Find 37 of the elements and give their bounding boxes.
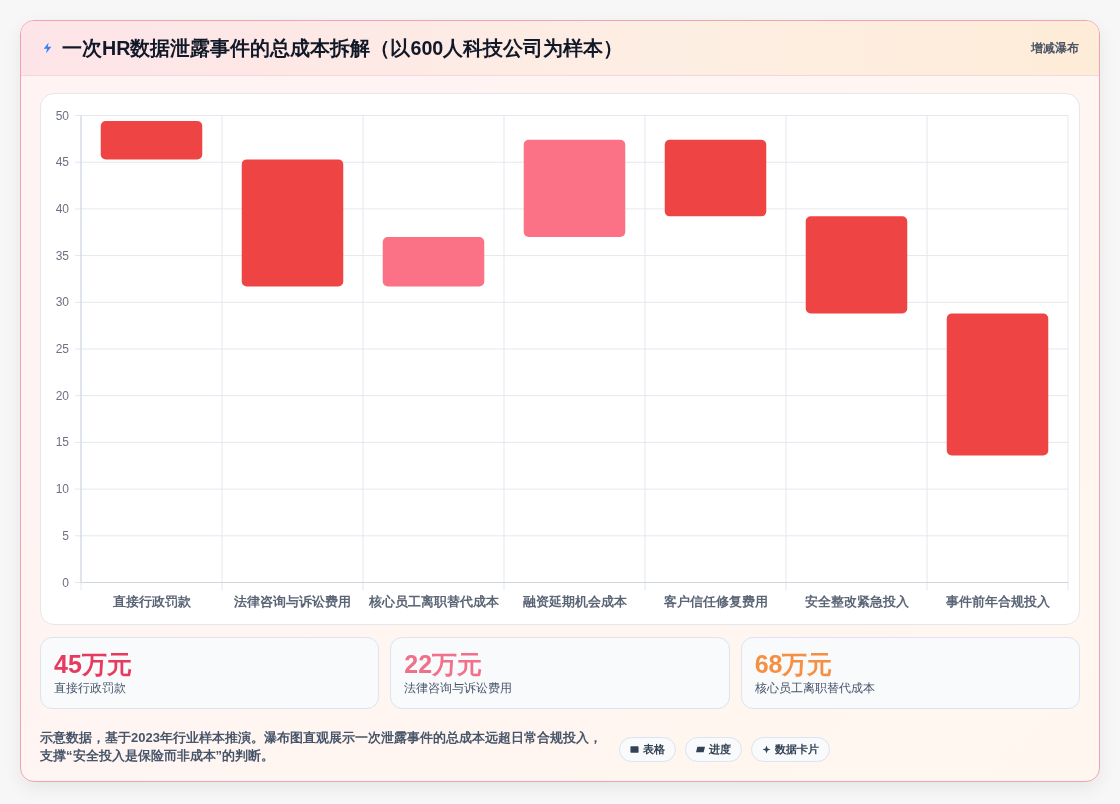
- text: 22万元: [404, 650, 483, 678]
- y-tick-label: 20: [55, 388, 70, 403]
- bar: [805, 216, 908, 314]
- category-label: 法律咨询与诉讼费用: [404, 681, 514, 696]
- y-tick-label: 15: [55, 435, 70, 450]
- y-tick-label: 5: [62, 528, 70, 543]
- y-tick-label: 35: [55, 248, 70, 263]
- text: 进度: [709, 742, 731, 757]
- x-tick-label: 客户信任修复费用: [662, 593, 768, 609]
- y-tick-label: 30: [55, 295, 70, 310]
- y-tick-label: 40: [55, 201, 70, 216]
- bar: [382, 236, 485, 287]
- category-label: 核心员工离职替代成本: [754, 681, 876, 696]
- x-tick-label: 直接行政罚款: [111, 593, 192, 609]
- y-tick-label: 45: [55, 155, 70, 170]
- text: 45万元: [54, 650, 132, 678]
- x-tick-label: 核心员工离职替代成本: [367, 593, 500, 609]
- text: 数据卡片: [775, 742, 819, 757]
- category-label: 直接行政罚款: [54, 681, 127, 696]
- text: 68万元: [754, 650, 833, 678]
- y-tick-label: 10: [55, 482, 70, 497]
- x-tick-label: 融资延期机会成本: [522, 593, 628, 609]
- bar: [100, 121, 203, 160]
- y-tick-label: 25: [55, 342, 70, 356]
- x-tick-label: 安全整改紧急投入: [804, 593, 910, 609]
- bar: [946, 313, 1049, 456]
- bar: [241, 159, 344, 287]
- text: 示意数据，基于2023年行业样本推演。瀑布图直观展示一次泄露事件的总成本远超日常合规投入，支撑“安全投入是保险而非成本”的判断。: [40, 729, 603, 765]
- bar: [664, 139, 767, 217]
- text: 表格: [643, 742, 665, 757]
- y-tick-label: 50: [55, 108, 70, 123]
- y-tick-label: 0: [62, 575, 70, 590]
- chart-title: 一次HR数据泄露事件的总成本拆解（以600人科技公司为样本）: [62, 36, 624, 60]
- x-tick-label: 法律咨询与诉讼费用: [233, 593, 351, 609]
- x-tick-label: 事件前年合规投入: [944, 593, 1051, 609]
- chart-subtitle: 增减瀑布: [1031, 40, 1079, 56]
- bar: [523, 139, 626, 237]
